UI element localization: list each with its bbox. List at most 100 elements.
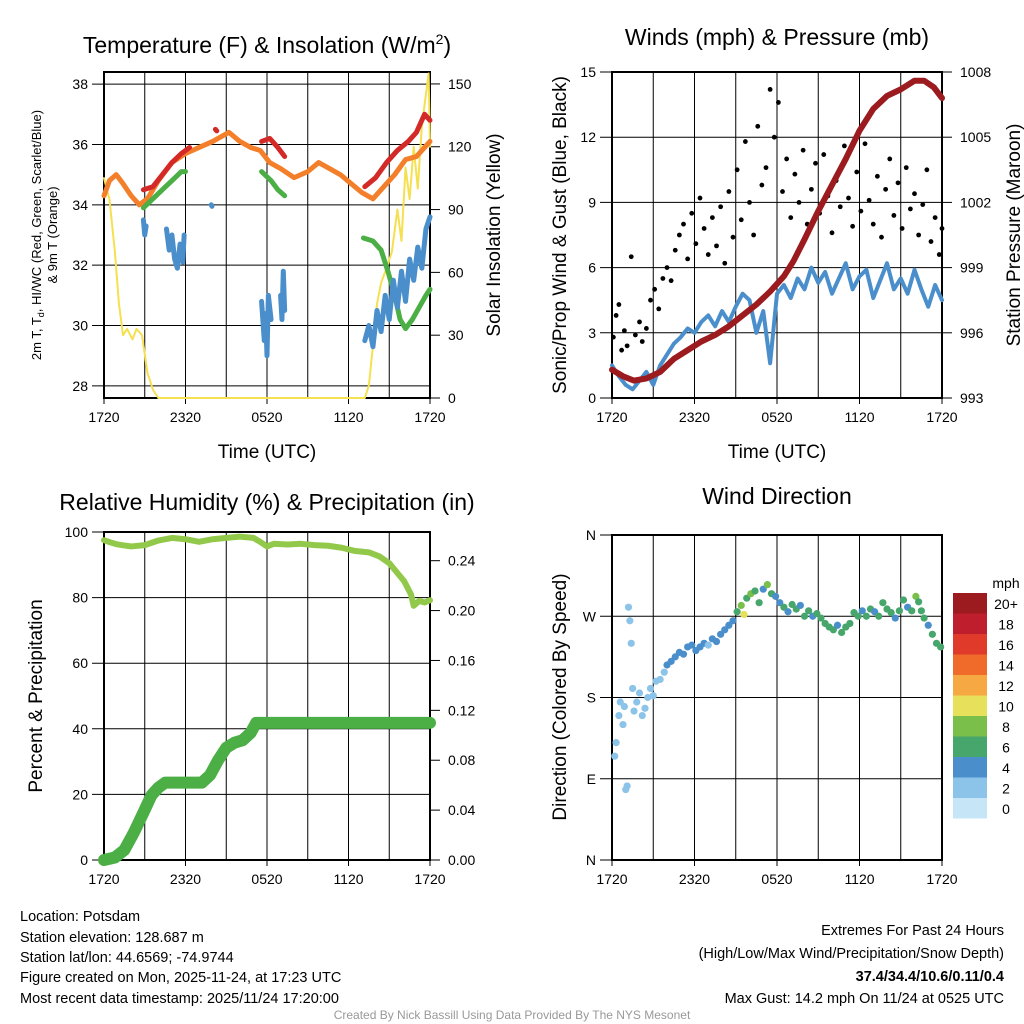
sonic-wind-line	[610, 261, 944, 392]
gust-point	[759, 182, 765, 188]
panel3-ytick-label: 100	[65, 524, 89, 540]
gust-point	[701, 226, 707, 231]
gust-point	[924, 167, 930, 173]
panel2-y2tick-label: 993	[960, 390, 984, 406]
gust-point	[912, 191, 917, 197]
gust-point	[899, 226, 905, 231]
wind-direction-point	[908, 607, 916, 615]
panel3-y2tick-label: 0.00	[448, 852, 475, 868]
panel3-title: Relative Humidity (%) & Precipitation (i…	[59, 489, 474, 515]
panel1-xtick-label: 1120	[333, 409, 363, 425]
panel1-ytick-label: 36	[72, 136, 88, 152]
colorbar-unit-label: mph	[992, 575, 1019, 591]
gust-point	[883, 186, 889, 192]
wind-direction-point	[656, 675, 664, 684]
gust-point	[648, 297, 653, 303]
gust-point	[846, 195, 851, 201]
panel3-xtick-label: 2320	[170, 871, 201, 887]
wind-direction-point	[740, 610, 748, 619]
gust-point	[755, 123, 761, 129]
colorbar-label: 12	[998, 678, 1014, 694]
gust-point	[637, 319, 642, 325]
wind-direction-point	[875, 612, 883, 620]
wind-direction-point	[784, 608, 792, 616]
panel4-ytick-label: S	[587, 690, 596, 706]
panel1-xtick-label: 1720	[414, 409, 445, 425]
colorbar-swatch	[953, 613, 987, 634]
colorbar-swatch	[953, 716, 987, 737]
wind-direction-point	[704, 641, 712, 649]
wind-direction-point	[635, 689, 644, 697]
panel4-xtick-label: 1720	[926, 871, 957, 887]
gust-point	[775, 100, 781, 105]
wind-direction-point	[862, 612, 870, 620]
gust-point	[722, 260, 728, 266]
panel3-ytick-label: 60	[72, 655, 88, 671]
gust-point	[714, 243, 719, 249]
gust-point	[800, 147, 806, 153]
colorbar-swatch	[953, 798, 987, 819]
panel3-ytick-label: 80	[72, 590, 88, 606]
wind-direction-point	[891, 614, 899, 622]
panel3-ylabel: Percent & Precipitation	[26, 599, 47, 792]
gust-point	[891, 213, 897, 218]
gust-point	[652, 286, 658, 292]
pressure-line	[609, 77, 945, 384]
wind-direction-point	[917, 607, 925, 615]
panel2-xtick-label: 1720	[596, 409, 627, 425]
wind-direction-point	[838, 628, 846, 637]
wind-direction-point	[887, 609, 895, 617]
panel3-ytick-label: 40	[72, 721, 88, 737]
panel3-y2tick-label: 0.20	[448, 603, 475, 619]
2m-t-line	[140, 144, 193, 193]
panel1-y2tick-label: 150	[448, 76, 472, 92]
gust-point	[916, 232, 922, 238]
wind-direction-point	[629, 684, 637, 693]
panel4-title: Wind Direction	[702, 483, 852, 509]
gust-point	[792, 171, 798, 177]
wind-direction-point	[626, 617, 634, 625]
wind-chill-line	[208, 202, 215, 209]
colorbar-swatch	[953, 757, 987, 778]
panel4-xtick-label: 1120	[844, 871, 874, 887]
gust-point	[771, 134, 777, 140]
gust-point	[866, 197, 872, 203]
gust-point	[616, 302, 622, 307]
panel2-ytick-label: 0	[588, 390, 596, 406]
panel2-ytick-label: 9	[588, 194, 596, 210]
dew-point-line	[259, 169, 288, 199]
gust-point	[780, 189, 785, 194]
wind-direction-point	[858, 607, 866, 615]
wind-chill-line	[278, 268, 288, 323]
gust-point	[920, 202, 926, 207]
gust-point	[643, 326, 649, 331]
wind-direction-point	[817, 614, 825, 622]
gust-point	[718, 204, 724, 210]
panel3-y2tick-label: 0.24	[448, 553, 475, 569]
panel2-y2tick-label: 999	[960, 260, 984, 276]
wind-direction-point	[729, 617, 737, 625]
panel1-y2tick-label: 0	[448, 390, 456, 406]
gust-point	[862, 141, 868, 147]
gust-point	[747, 200, 752, 205]
wind-direction-point	[623, 782, 631, 790]
panel3-xtick-label: 1120	[333, 871, 363, 887]
gust-point	[784, 156, 790, 162]
panel2-ytick-label: 15	[580, 64, 596, 80]
colorbar-swatch	[953, 654, 987, 675]
wind-direction-point	[712, 637, 721, 646]
panel3-xtick-label: 0520	[251, 871, 282, 887]
panel1-ytick-label: 28	[72, 378, 88, 394]
wind-direction-point	[879, 599, 887, 607]
wind-direction-point	[660, 668, 668, 676]
colorbar-swatch	[953, 777, 987, 798]
location-text: Location: Potsdam	[20, 909, 140, 925]
gust-point	[624, 343, 630, 349]
latlon-text: Station lat/lon: 44.6569; -74.9744	[20, 950, 234, 966]
wind-direction-point	[854, 612, 862, 620]
gust-point	[854, 169, 860, 175]
gust-point	[767, 86, 773, 92]
wind-direction-point	[646, 684, 655, 693]
colorbar-label: 6	[1002, 740, 1010, 756]
panel1-y2tick-label: 120	[448, 139, 472, 155]
